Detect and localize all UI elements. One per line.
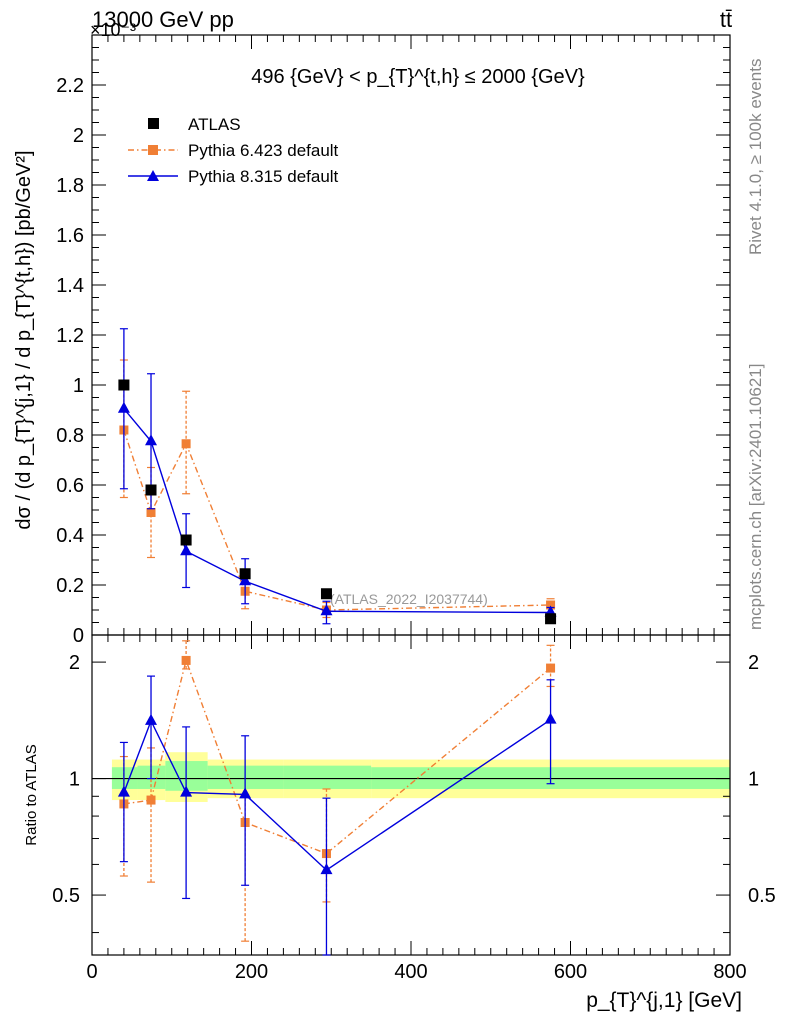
data-point-atlas — [239, 568, 251, 580]
data-point-pythia8 — [145, 434, 158, 446]
y-tick-label: 0.2 — [56, 575, 84, 597]
data-point-pythia6 — [146, 795, 156, 805]
analysis-watermark: (ATLAS_2022_I2037744) — [330, 591, 488, 607]
legend-marker-pythia6 — [148, 145, 158, 155]
data-point-atlas — [180, 534, 192, 546]
y-tick-label: 0.6 — [56, 475, 84, 497]
legend: ATLAS Pythia 6.423 default Pythia 8.315 … — [128, 115, 339, 186]
series-line-pythia6 — [123, 429, 551, 611]
x-tick-label: 800 — [713, 961, 746, 983]
legend-label-pythia6: Pythia 6.423 default — [188, 141, 339, 160]
data-point-pythia6 — [181, 655, 191, 665]
x-tick-label: 0 — [86, 961, 97, 983]
x-axis-label: p_{T}^{j,1} [GeV] — [586, 989, 742, 1012]
y-tick-label: 1.8 — [56, 175, 84, 197]
series-line-pythia6 — [123, 658, 552, 855]
ratio-y-tick-label-right: 0.5 — [748, 885, 776, 907]
axis-exponent: ×10⁻³ — [90, 20, 136, 40]
y-tick-label: 1 — [73, 375, 84, 397]
ratio-y-tick-label: 0.5 — [52, 885, 80, 907]
data-point-pythia6 — [546, 600, 556, 610]
legend-label-atlas: ATLAS — [188, 115, 241, 134]
data-point-atlas — [145, 484, 157, 496]
y-tick-label: 0.8 — [56, 425, 84, 447]
x-tick-label: 200 — [235, 961, 268, 983]
y-zero-label: 0 — [73, 625, 84, 647]
data-point-pythia8 — [544, 712, 557, 724]
collision-label: 13000 GeV pp — [92, 7, 234, 32]
legend-marker-atlas — [148, 118, 159, 129]
process-label: tt̄ — [720, 7, 732, 32]
data-point-pythia8 — [180, 544, 193, 556]
ratio-y-tick-label-right: 1 — [748, 769, 759, 791]
legend-label-pythia8: Pythia 8.315 default — [188, 167, 339, 186]
legend-marker-pythia8 — [147, 170, 159, 181]
ratio-y-tick-label: 1 — [69, 769, 80, 791]
y-tick-label: 2.2 — [56, 75, 84, 97]
data-point-pythia6 — [146, 508, 156, 517]
ratio-plot-panel: Ratio to ATLAS p_{T}^{j,1} [GeV] 0 200 400… — [23, 634, 776, 1012]
ratio-band-inner — [283, 765, 372, 789]
data-point-pythia8 — [320, 863, 333, 875]
y-tick-label: 1.6 — [56, 225, 84, 247]
data-point-pythia8 — [145, 713, 158, 725]
data-point-pythia8 — [239, 574, 252, 586]
data-point-atlas — [545, 613, 557, 625]
series-line-pythia8 — [123, 719, 551, 872]
data-point-pythia8 — [320, 604, 333, 616]
y-tick-label: 0.4 — [56, 525, 84, 547]
y-tick-label: 2 — [73, 125, 84, 147]
data-point-pythia8 — [239, 787, 252, 799]
plot-title: 496 {GeV} < p_{T}^{t,h} ≤ 2000 {GeV} — [251, 66, 585, 88]
x-tick-label: 600 — [554, 961, 587, 983]
mcplots-label: mcplots.cern.ch [arXiv:2401.10621] — [746, 364, 765, 630]
ratio-y-tick-label: 2 — [69, 652, 80, 674]
data-point-pythia6 — [546, 663, 556, 673]
series-line-pythia8 — [123, 408, 551, 614]
data-point-pythia6 — [181, 439, 191, 449]
x-tick-label: 400 — [394, 961, 427, 983]
data-point-pythia8 — [117, 785, 130, 797]
y-tick-label: 1.2 — [56, 325, 84, 347]
data-point-pythia8 — [180, 785, 193, 797]
ratio-axis-label: Ratio to ATLAS — [23, 744, 40, 845]
ratio-y-tick-label-right: 2 — [748, 652, 759, 674]
data-point-pythia8 — [117, 401, 130, 413]
main-plot-panel: 496 {GeV} < p_{T}^{t,h} ≤ 2000 {GeV} (AT… — [13, 34, 731, 647]
rivet-label: Rivet 4.1.0, ≥ 100k events — [746, 59, 765, 255]
data-point-atlas — [320, 588, 332, 600]
y-axis-label: dσ / (d p_{T}^{j,1} / d p_{T}^{t,h}) [pb… — [13, 150, 35, 529]
y-tick-label: 1.4 — [56, 275, 84, 297]
data-point-atlas — [118, 379, 130, 391]
